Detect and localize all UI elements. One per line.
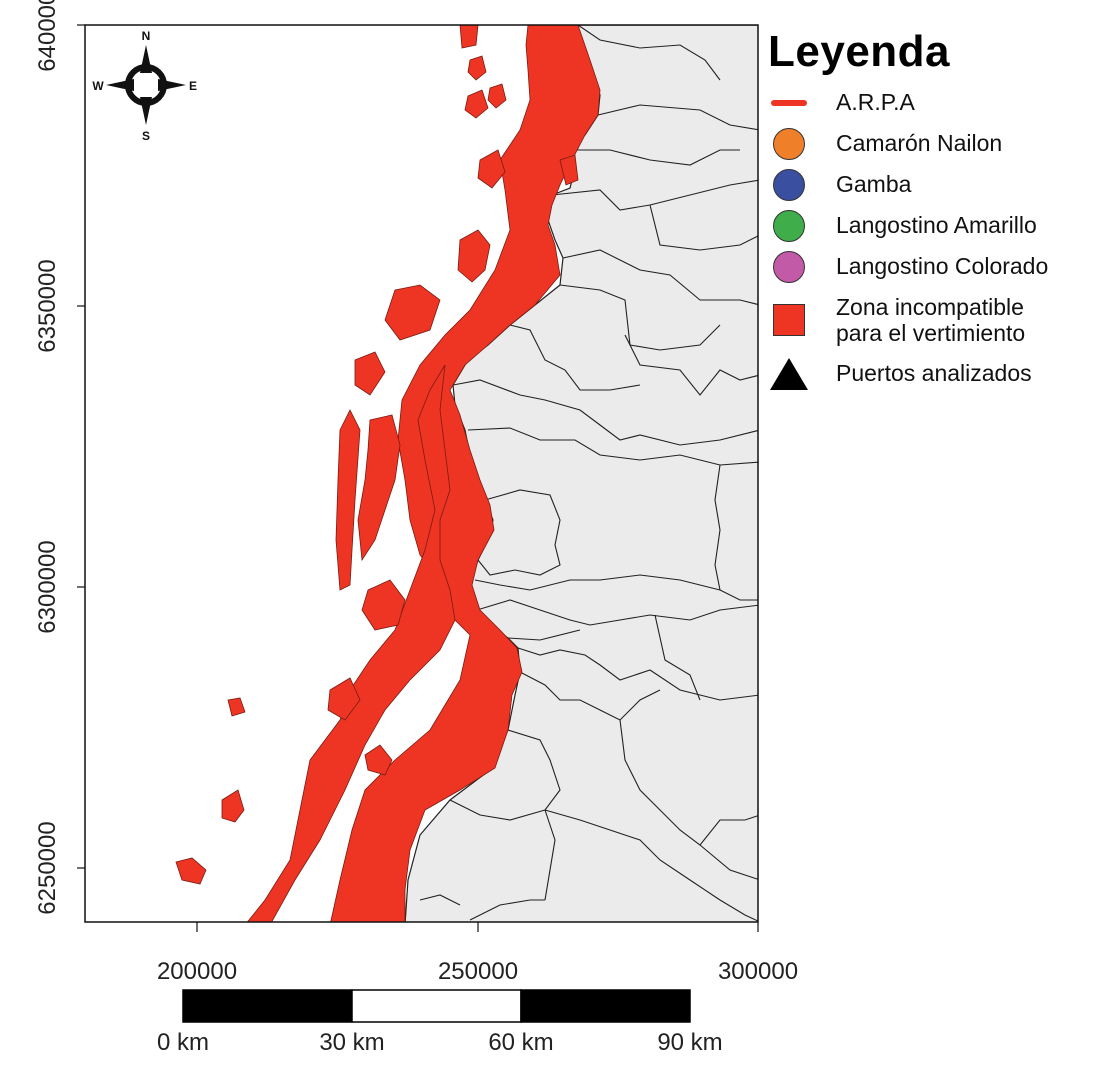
green-circle-swatch (773, 209, 805, 242)
y-tick-label: 6350000 (34, 259, 61, 352)
x-axis (196, 922, 759, 932)
legend-item-puertos: Puertos analizados (768, 353, 1108, 394)
legend-label: Gamba (836, 171, 912, 198)
legend-label: A.R.P.A (836, 89, 915, 116)
legend-item-zona-incompatible: Zona incompatible para el vertimiento (768, 287, 1108, 353)
circle-symbol-icon (768, 168, 810, 202)
compass-e: E (189, 79, 197, 93)
purple-circle-swatch (773, 250, 805, 283)
black-triangle-swatch (770, 357, 808, 390)
x-tick-label: 200000 (157, 958, 237, 985)
arpa-line-swatch (771, 99, 807, 106)
legend-label-line1: Zona incompatible (836, 293, 1024, 320)
scale-label: 90 km (657, 1029, 722, 1056)
y-tick-label: 6300000 (34, 540, 61, 633)
circle-symbol-icon (768, 209, 810, 243)
legend-item-gamba: Gamba (768, 164, 1108, 205)
triangle-symbol-icon (768, 357, 810, 391)
scale-label: 60 km (488, 1029, 553, 1056)
line-symbol-icon (768, 86, 810, 120)
compass-s: S (142, 129, 150, 143)
legend-label: Camarón Nailon (836, 130, 1003, 157)
circle-symbol-icon (768, 127, 810, 161)
legend-label: Zona incompatible para el vertimiento (836, 294, 1025, 347)
orange-circle-swatch (773, 127, 805, 160)
blue-circle-swatch (773, 168, 805, 201)
circle-symbol-icon (768, 250, 810, 284)
y-tick-label: 6400000 (34, 0, 61, 72)
x-tick-label: 300000 (718, 958, 798, 985)
map-content (85, 25, 758, 922)
legend-label: Langostino Amarillo (836, 212, 1037, 239)
incompatible-zone (175, 25, 601, 922)
legend-label-line2: para el vertimiento (836, 320, 1026, 346)
admin-boundaries (419, 25, 758, 922)
map-frame (84, 24, 759, 923)
legend-label: Langostino Colorado (836, 253, 1049, 280)
scale-bar (182, 989, 691, 1023)
legend-item-langostino-amarillo: Langostino Amarillo (768, 205, 1108, 246)
x-tick-label: 250000 (438, 958, 518, 985)
compass-rose-icon: N S E W (92, 29, 197, 143)
scale-label: 0 km (157, 1029, 209, 1056)
y-tick-label: 6250000 (34, 821, 61, 914)
legend-item-arpa: A.R.P.A (768, 82, 1108, 123)
legend-title: Leyenda (768, 27, 951, 76)
legend-label: Puertos analizados (836, 360, 1032, 387)
compass-w: W (92, 79, 104, 93)
legend: Leyenda A.R.P.A Camarón Nailon Gamba Lan… (768, 30, 1108, 394)
compass-n: N (142, 29, 151, 43)
square-symbol-icon (768, 303, 810, 337)
red-square-swatch (773, 304, 805, 336)
legend-item-langostino-colorado: Langostino Colorado (768, 246, 1108, 287)
legend-item-camaron-nailon: Camarón Nailon (768, 123, 1108, 164)
y-axis (77, 24, 85, 869)
scale-label: 30 km (319, 1029, 384, 1056)
